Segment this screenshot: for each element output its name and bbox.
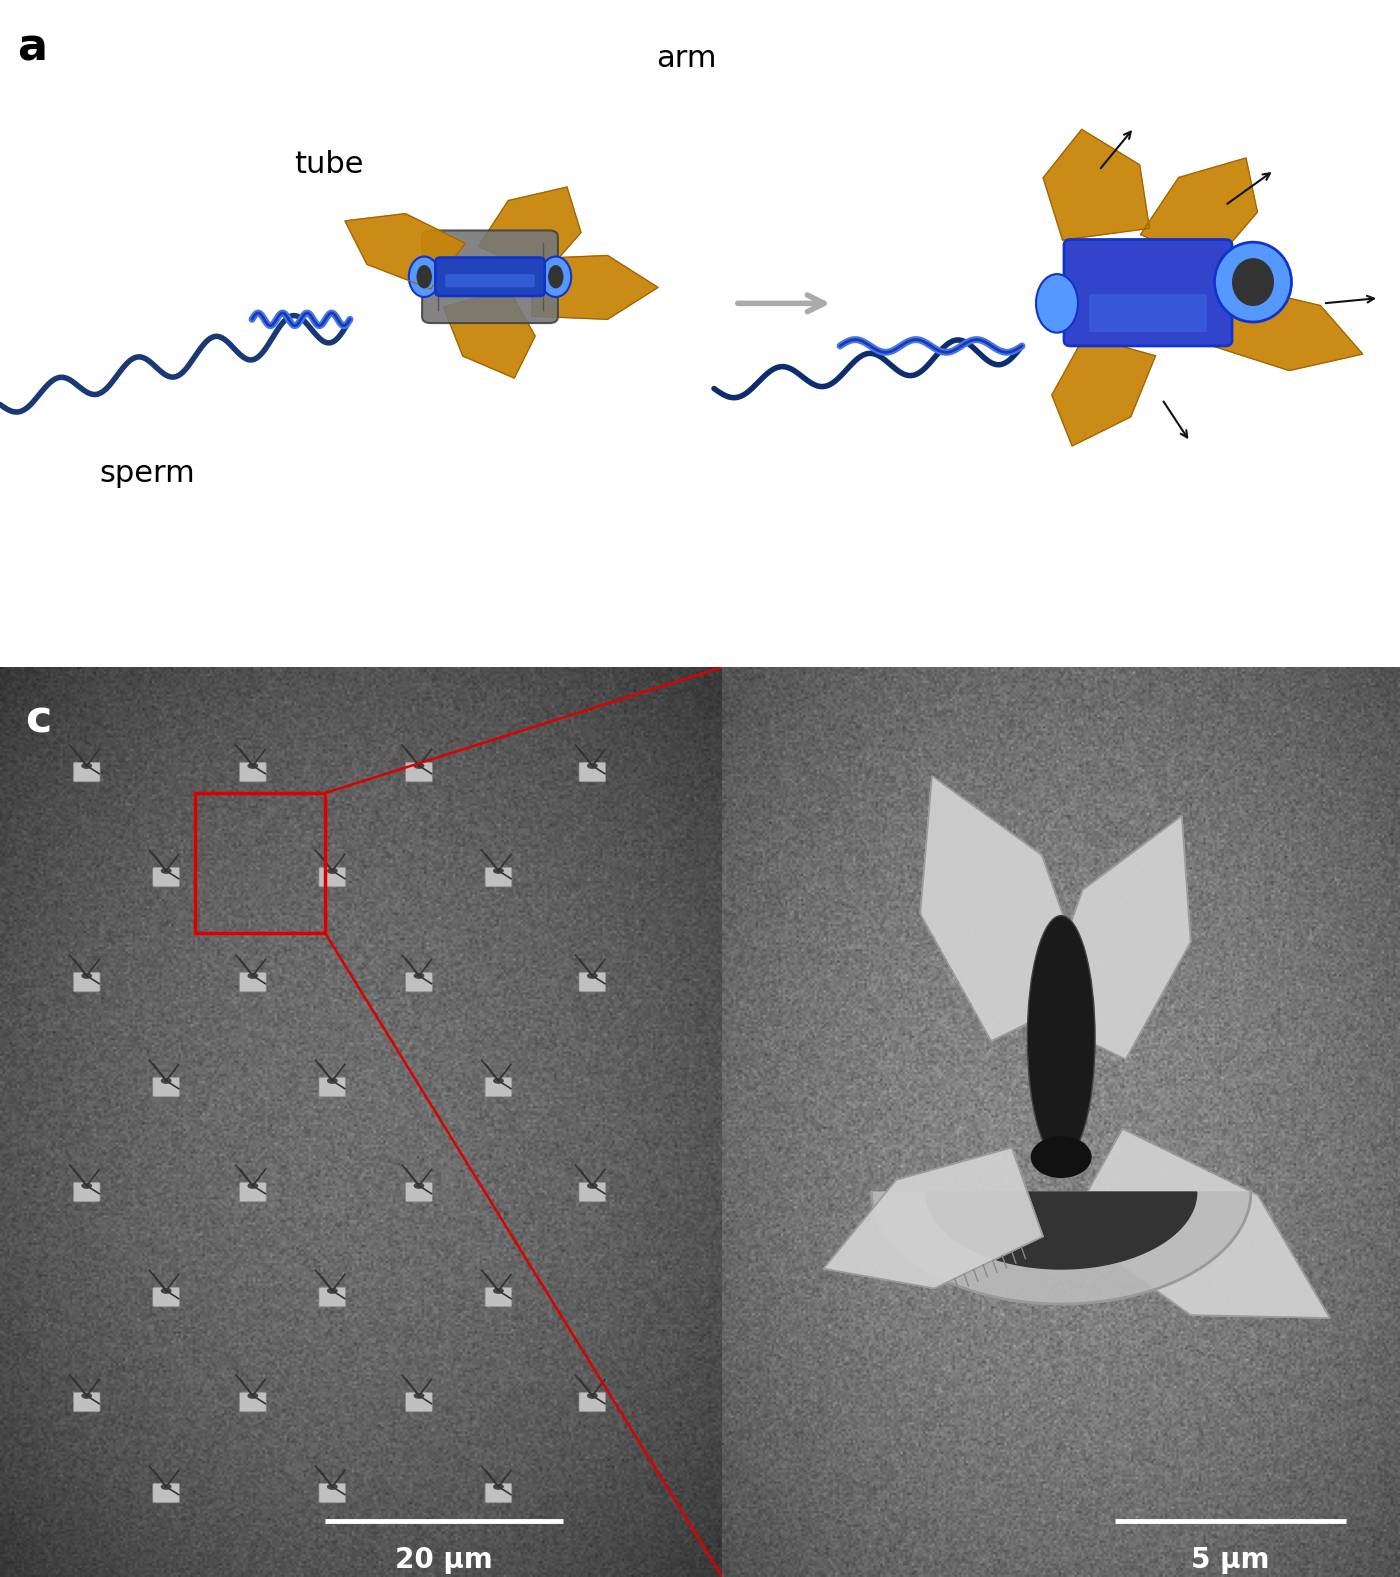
Ellipse shape	[587, 973, 598, 979]
Ellipse shape	[161, 1077, 172, 1083]
Ellipse shape	[248, 973, 258, 979]
Ellipse shape	[326, 1077, 337, 1083]
Ellipse shape	[1030, 1135, 1092, 1178]
Ellipse shape	[248, 763, 258, 770]
FancyBboxPatch shape	[484, 1484, 512, 1503]
FancyBboxPatch shape	[73, 1392, 99, 1411]
Ellipse shape	[493, 867, 504, 874]
FancyBboxPatch shape	[1089, 295, 1207, 333]
Polygon shape	[1043, 129, 1149, 240]
FancyBboxPatch shape	[580, 1183, 606, 1202]
FancyBboxPatch shape	[406, 1392, 433, 1411]
FancyBboxPatch shape	[484, 1287, 512, 1307]
Ellipse shape	[587, 1183, 598, 1189]
Ellipse shape	[540, 257, 571, 296]
Ellipse shape	[413, 973, 424, 979]
Text: arm: arm	[655, 44, 717, 73]
Polygon shape	[532, 255, 658, 319]
Text: 20 μm: 20 μm	[395, 1545, 493, 1574]
Ellipse shape	[161, 1484, 172, 1490]
Ellipse shape	[326, 1484, 337, 1490]
FancyBboxPatch shape	[406, 973, 433, 992]
Ellipse shape	[413, 1183, 424, 1189]
Polygon shape	[479, 188, 581, 274]
FancyBboxPatch shape	[319, 1077, 346, 1098]
Polygon shape	[871, 1192, 1252, 1304]
Text: a: a	[17, 27, 46, 69]
FancyBboxPatch shape	[435, 257, 545, 296]
Text: 5 μm: 5 μm	[1191, 1545, 1270, 1574]
Text: tube: tube	[294, 150, 364, 180]
FancyBboxPatch shape	[484, 867, 512, 886]
FancyBboxPatch shape	[239, 1183, 266, 1202]
Polygon shape	[344, 213, 465, 289]
FancyBboxPatch shape	[239, 973, 266, 992]
Polygon shape	[925, 1192, 1197, 1269]
FancyBboxPatch shape	[423, 230, 559, 323]
Polygon shape	[1051, 336, 1155, 446]
Polygon shape	[1204, 285, 1362, 371]
Ellipse shape	[587, 763, 598, 770]
FancyBboxPatch shape	[239, 1392, 266, 1411]
FancyBboxPatch shape	[319, 1484, 346, 1503]
FancyBboxPatch shape	[580, 1392, 606, 1411]
Ellipse shape	[1232, 259, 1274, 306]
Polygon shape	[823, 1148, 1043, 1288]
Ellipse shape	[161, 1287, 172, 1293]
FancyBboxPatch shape	[484, 1077, 512, 1098]
Ellipse shape	[417, 265, 431, 289]
FancyBboxPatch shape	[1064, 240, 1232, 345]
Text: sperm: sperm	[99, 459, 195, 489]
FancyBboxPatch shape	[153, 1077, 179, 1098]
FancyBboxPatch shape	[73, 973, 99, 992]
FancyBboxPatch shape	[319, 867, 346, 886]
Ellipse shape	[326, 867, 337, 874]
Ellipse shape	[493, 1287, 504, 1293]
FancyBboxPatch shape	[153, 1287, 179, 1307]
FancyBboxPatch shape	[73, 762, 99, 782]
FancyBboxPatch shape	[319, 1287, 346, 1307]
Ellipse shape	[413, 1392, 424, 1399]
FancyBboxPatch shape	[445, 274, 535, 287]
Ellipse shape	[587, 1392, 598, 1399]
Ellipse shape	[1036, 274, 1078, 333]
FancyBboxPatch shape	[406, 762, 433, 782]
FancyBboxPatch shape	[153, 1484, 179, 1503]
Bar	[195, 793, 325, 934]
Text: c: c	[25, 699, 52, 741]
Ellipse shape	[81, 1392, 92, 1399]
Ellipse shape	[81, 763, 92, 770]
Ellipse shape	[493, 1077, 504, 1083]
Polygon shape	[1037, 815, 1190, 1060]
Ellipse shape	[326, 1287, 337, 1293]
Ellipse shape	[248, 1183, 258, 1189]
FancyBboxPatch shape	[153, 867, 179, 886]
Ellipse shape	[161, 867, 172, 874]
Ellipse shape	[248, 1392, 258, 1399]
Polygon shape	[1141, 158, 1257, 265]
Ellipse shape	[413, 763, 424, 770]
Polygon shape	[920, 776, 1091, 1041]
FancyBboxPatch shape	[580, 973, 606, 992]
FancyBboxPatch shape	[580, 762, 606, 782]
Ellipse shape	[81, 1183, 92, 1189]
Ellipse shape	[409, 257, 440, 296]
FancyBboxPatch shape	[239, 762, 266, 782]
Ellipse shape	[1028, 916, 1095, 1161]
FancyBboxPatch shape	[73, 1183, 99, 1202]
Ellipse shape	[81, 973, 92, 979]
Ellipse shape	[1215, 243, 1291, 322]
Ellipse shape	[549, 265, 564, 289]
Polygon shape	[1068, 1129, 1330, 1318]
Ellipse shape	[493, 1484, 504, 1490]
Polygon shape	[444, 289, 535, 378]
FancyBboxPatch shape	[406, 1183, 433, 1202]
